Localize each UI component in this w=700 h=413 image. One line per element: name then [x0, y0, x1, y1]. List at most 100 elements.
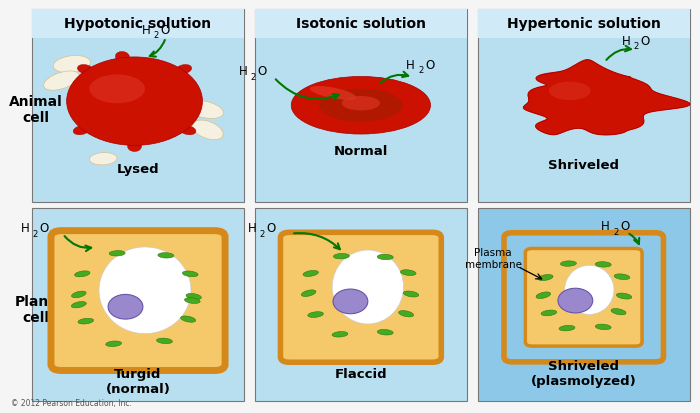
Text: H: H: [141, 24, 150, 37]
Text: Hypotonic solution: Hypotonic solution: [64, 17, 211, 31]
Ellipse shape: [536, 292, 551, 299]
Text: Shriveled
(plasmolyzed): Shriveled (plasmolyzed): [531, 359, 636, 387]
Ellipse shape: [333, 254, 349, 259]
Text: Hypertonic solution: Hypertonic solution: [507, 17, 661, 31]
Text: 2: 2: [153, 31, 159, 40]
Ellipse shape: [106, 341, 122, 347]
Ellipse shape: [377, 330, 393, 335]
Ellipse shape: [595, 324, 611, 330]
Ellipse shape: [310, 87, 356, 101]
FancyArrowPatch shape: [64, 237, 91, 252]
Ellipse shape: [332, 332, 348, 337]
Bar: [477, 9, 690, 202]
Text: O: O: [258, 65, 267, 78]
Text: O: O: [640, 34, 650, 47]
Ellipse shape: [403, 291, 419, 297]
Ellipse shape: [185, 101, 223, 119]
Bar: [32, 9, 244, 202]
Text: O: O: [267, 222, 276, 235]
Text: O: O: [40, 222, 49, 235]
FancyArrowPatch shape: [276, 80, 339, 100]
Text: Plasma
membrane: Plasma membrane: [465, 248, 522, 269]
Ellipse shape: [561, 261, 576, 267]
FancyArrowPatch shape: [294, 233, 340, 249]
Ellipse shape: [74, 126, 89, 135]
Ellipse shape: [75, 271, 90, 277]
Text: Shriveled: Shriveled: [548, 159, 620, 172]
Bar: [255, 209, 467, 401]
FancyArrowPatch shape: [150, 41, 165, 57]
Ellipse shape: [303, 271, 319, 277]
Ellipse shape: [116, 52, 130, 62]
Ellipse shape: [617, 293, 632, 299]
Ellipse shape: [398, 311, 414, 317]
Ellipse shape: [595, 262, 611, 268]
Ellipse shape: [78, 65, 93, 75]
Ellipse shape: [108, 295, 143, 319]
Text: H: H: [406, 59, 415, 72]
Text: Isotonic solution: Isotonic solution: [296, 17, 426, 31]
Ellipse shape: [342, 97, 380, 111]
Ellipse shape: [66, 58, 202, 146]
Bar: [477, 9, 690, 39]
Text: Normal: Normal: [334, 145, 388, 158]
Text: H: H: [601, 220, 610, 233]
FancyArrowPatch shape: [380, 73, 408, 84]
Ellipse shape: [180, 126, 196, 135]
Ellipse shape: [90, 153, 117, 166]
Ellipse shape: [157, 338, 172, 344]
Bar: [32, 209, 244, 401]
Text: 2: 2: [251, 72, 256, 81]
Ellipse shape: [565, 266, 614, 315]
Ellipse shape: [99, 247, 191, 334]
Ellipse shape: [53, 56, 90, 74]
Ellipse shape: [559, 325, 575, 331]
Text: 2: 2: [613, 227, 618, 236]
Text: H: H: [239, 65, 248, 78]
FancyBboxPatch shape: [281, 233, 441, 362]
FancyBboxPatch shape: [504, 233, 664, 362]
Text: Plant
cell: Plant cell: [15, 294, 56, 324]
Text: 2: 2: [418, 66, 424, 75]
FancyArrowPatch shape: [629, 234, 639, 244]
Ellipse shape: [176, 65, 192, 75]
Ellipse shape: [90, 75, 145, 104]
Ellipse shape: [127, 142, 141, 152]
FancyArrowPatch shape: [606, 47, 631, 61]
Ellipse shape: [549, 83, 591, 101]
Ellipse shape: [185, 298, 200, 304]
Text: Animal
cell: Animal cell: [9, 95, 62, 125]
Bar: [255, 9, 467, 202]
FancyBboxPatch shape: [51, 231, 225, 370]
Ellipse shape: [183, 271, 198, 277]
Polygon shape: [524, 61, 690, 135]
Ellipse shape: [538, 275, 553, 281]
Text: O: O: [160, 24, 169, 37]
Ellipse shape: [181, 316, 196, 323]
Ellipse shape: [611, 309, 626, 315]
Ellipse shape: [319, 90, 402, 122]
Text: © 2012 Pearson Education, Inc.: © 2012 Pearson Education, Inc.: [10, 399, 132, 408]
Text: 2: 2: [260, 229, 265, 238]
Ellipse shape: [193, 121, 223, 140]
Ellipse shape: [43, 72, 79, 91]
Ellipse shape: [301, 290, 316, 297]
Bar: [477, 209, 690, 401]
Ellipse shape: [541, 310, 556, 316]
Ellipse shape: [332, 250, 403, 324]
Ellipse shape: [109, 251, 125, 256]
Ellipse shape: [400, 270, 416, 276]
Text: Lysed: Lysed: [117, 163, 160, 176]
Ellipse shape: [71, 302, 86, 308]
Ellipse shape: [308, 312, 323, 318]
Text: H: H: [248, 222, 257, 235]
Ellipse shape: [71, 292, 86, 298]
Ellipse shape: [377, 255, 393, 260]
Text: Flaccid: Flaccid: [335, 367, 387, 380]
Ellipse shape: [558, 289, 593, 313]
Text: O: O: [425, 59, 434, 72]
Ellipse shape: [614, 274, 630, 280]
Ellipse shape: [158, 253, 174, 259]
Bar: [255, 9, 467, 39]
Text: H: H: [622, 34, 631, 47]
